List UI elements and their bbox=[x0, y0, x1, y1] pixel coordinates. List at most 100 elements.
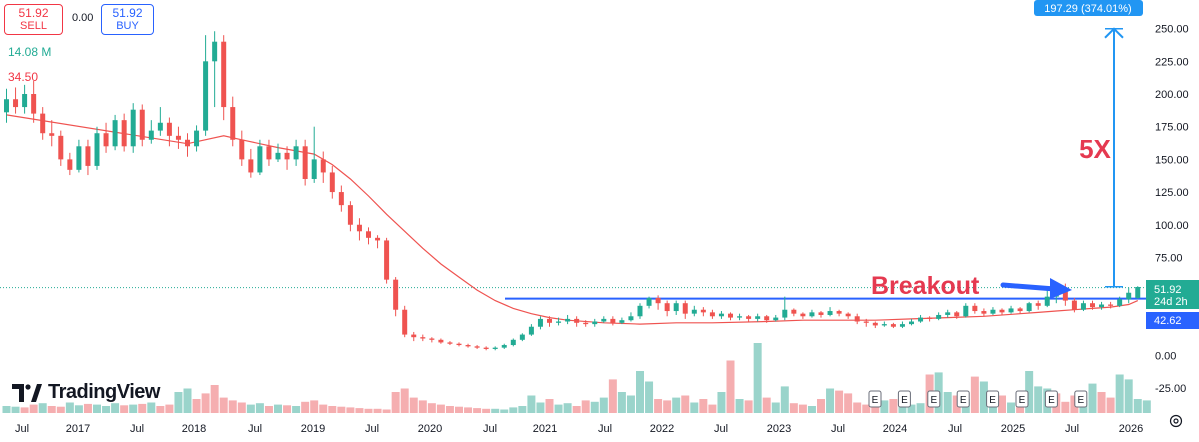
candle-body bbox=[1108, 304, 1114, 306]
candle-body bbox=[1026, 303, 1032, 312]
candle-body bbox=[709, 312, 715, 317]
breakout-arrow-head bbox=[1050, 278, 1072, 299]
volume-bar bbox=[20, 407, 29, 413]
candle-body bbox=[112, 120, 118, 147]
volume-bar bbox=[346, 407, 355, 413]
time-tick-label: Jul bbox=[483, 423, 497, 435]
candle-body bbox=[918, 317, 924, 322]
volume-bar bbox=[690, 402, 699, 413]
volume-bar bbox=[599, 397, 608, 413]
candle-body bbox=[438, 339, 444, 343]
earnings-marker-box bbox=[956, 390, 970, 408]
annotations: 197.29 (374.01%) 5X Breakout bbox=[871, 0, 1143, 300]
candle-body bbox=[936, 314, 942, 319]
candle-body bbox=[474, 346, 480, 348]
earnings-marker: E bbox=[1015, 390, 1029, 408]
tradingview-logo[interactable]: TradingView bbox=[12, 381, 160, 404]
volume-bar bbox=[871, 406, 880, 413]
settings-gear-icon[interactable] bbox=[1168, 413, 1184, 429]
volume-bar bbox=[762, 397, 771, 413]
candle-body bbox=[31, 94, 37, 114]
candle-body bbox=[1035, 303, 1041, 306]
volume-bar bbox=[1142, 400, 1151, 413]
candle-body bbox=[673, 303, 679, 312]
volume-bar bbox=[283, 405, 292, 413]
candle-body bbox=[465, 345, 471, 347]
volume-bar bbox=[83, 403, 92, 413]
candle-body bbox=[854, 316, 860, 322]
candle-body bbox=[863, 321, 869, 323]
time-tick-label: 2017 bbox=[66, 423, 90, 435]
earnings-marker-label: E bbox=[1077, 395, 1084, 406]
candle-body bbox=[728, 313, 733, 318]
sell-price: 51.92 bbox=[18, 6, 49, 20]
volume-bar bbox=[391, 392, 400, 413]
volume-bar bbox=[328, 406, 337, 413]
candles bbox=[4, 31, 1141, 351]
volume-bar bbox=[147, 402, 156, 413]
volume-bar bbox=[292, 406, 301, 413]
volume-bar bbox=[301, 401, 310, 413]
volume-bar bbox=[138, 403, 147, 413]
price-axis[interactable]: 250.00 225.00 200.00 175.00 150.00 125.00 100.… bbox=[1146, 24, 1199, 396]
volume-bar bbox=[192, 399, 201, 413]
candle-body bbox=[67, 159, 73, 170]
buy-button[interactable]: 51.92 BUY bbox=[101, 4, 154, 35]
volume-bar bbox=[998, 395, 1006, 413]
volume-bar bbox=[219, 397, 228, 413]
volume-bar bbox=[509, 407, 518, 413]
candle-body bbox=[773, 317, 779, 321]
candle-body bbox=[1017, 308, 1023, 312]
volume-bar bbox=[482, 408, 491, 413]
volume-bar bbox=[563, 403, 572, 413]
candle-body bbox=[166, 122, 172, 136]
candle-body bbox=[1080, 303, 1086, 310]
candle-body bbox=[881, 324, 887, 326]
volume-bar bbox=[844, 393, 853, 413]
volume-bar bbox=[636, 371, 644, 413]
volume-bar bbox=[654, 399, 663, 413]
candle-body bbox=[691, 309, 697, 314]
time-tick-label: 2018 bbox=[182, 423, 206, 435]
countdown-label: 24d 2h bbox=[1154, 296, 1188, 308]
volume-bar bbox=[165, 404, 174, 413]
volume-bar bbox=[129, 404, 138, 413]
volume-bar bbox=[518, 406, 527, 413]
earnings-marker-label: E bbox=[930, 395, 937, 406]
candle-body bbox=[22, 94, 28, 108]
volume-bar bbox=[1133, 399, 1142, 413]
volume-bar bbox=[1124, 379, 1133, 413]
candle-body bbox=[384, 240, 390, 280]
volume-bar bbox=[473, 408, 482, 413]
sell-button[interactable]: 51.92 SELL bbox=[4, 4, 63, 35]
time-tick-label: Jul bbox=[948, 423, 962, 435]
candle-body bbox=[130, 109, 136, 147]
candle-body bbox=[818, 312, 824, 315]
volume-bar bbox=[626, 395, 635, 413]
candle-body bbox=[682, 303, 688, 314]
measure-label: 197.29 (374.01%) bbox=[1044, 3, 1131, 15]
earnings-marker-box bbox=[986, 390, 1000, 408]
volume-bar bbox=[93, 404, 101, 413]
volume-bar bbox=[590, 401, 599, 413]
volume-bar bbox=[780, 386, 789, 413]
brand-name: TradingView bbox=[48, 381, 160, 403]
candle-body bbox=[547, 318, 552, 323]
volume-bar bbox=[817, 399, 825, 413]
candle-body bbox=[990, 309, 996, 314]
candle-body bbox=[366, 231, 371, 238]
candle-body bbox=[76, 146, 82, 170]
volume-bar bbox=[237, 402, 246, 413]
volume-bar bbox=[500, 409, 509, 413]
candle-body bbox=[718, 313, 724, 317]
candle-body bbox=[782, 309, 788, 318]
candle-body bbox=[601, 318, 607, 322]
time-axis[interactable]: Jul 2017 Jul 2018 Jul 2019 Jul 2020 Jul 2021 Jul 20… bbox=[15, 423, 1143, 435]
buy-label: BUY bbox=[116, 20, 139, 32]
volume-bar bbox=[1115, 374, 1124, 413]
candle-body bbox=[338, 192, 344, 206]
price-tick-label: 0.00 bbox=[1155, 351, 1176, 363]
sell-label: SELL bbox=[20, 20, 47, 32]
